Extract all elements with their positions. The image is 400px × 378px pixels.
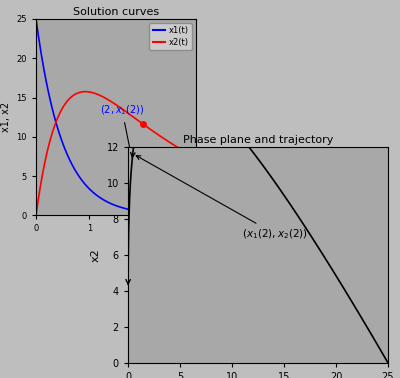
- Text: $(2, x_1(2))$: $(2, x_1(2))$: [100, 104, 144, 208]
- Legend: x1(t), x2(t): x1(t), x2(t): [149, 23, 192, 50]
- Y-axis label: x2: x2: [91, 248, 101, 262]
- Title: Phase plane and trajectory: Phase plane and trajectory: [183, 135, 333, 145]
- Text: $(x_1(2), x_2(2))$: $(x_1(2), x_2(2))$: [136, 156, 308, 241]
- Y-axis label: x1, x2: x1, x2: [1, 102, 11, 132]
- Title: Solution curves: Solution curves: [73, 7, 159, 17]
